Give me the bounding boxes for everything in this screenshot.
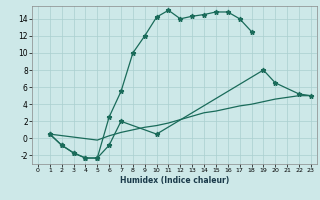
X-axis label: Humidex (Indice chaleur): Humidex (Indice chaleur) [120, 176, 229, 185]
